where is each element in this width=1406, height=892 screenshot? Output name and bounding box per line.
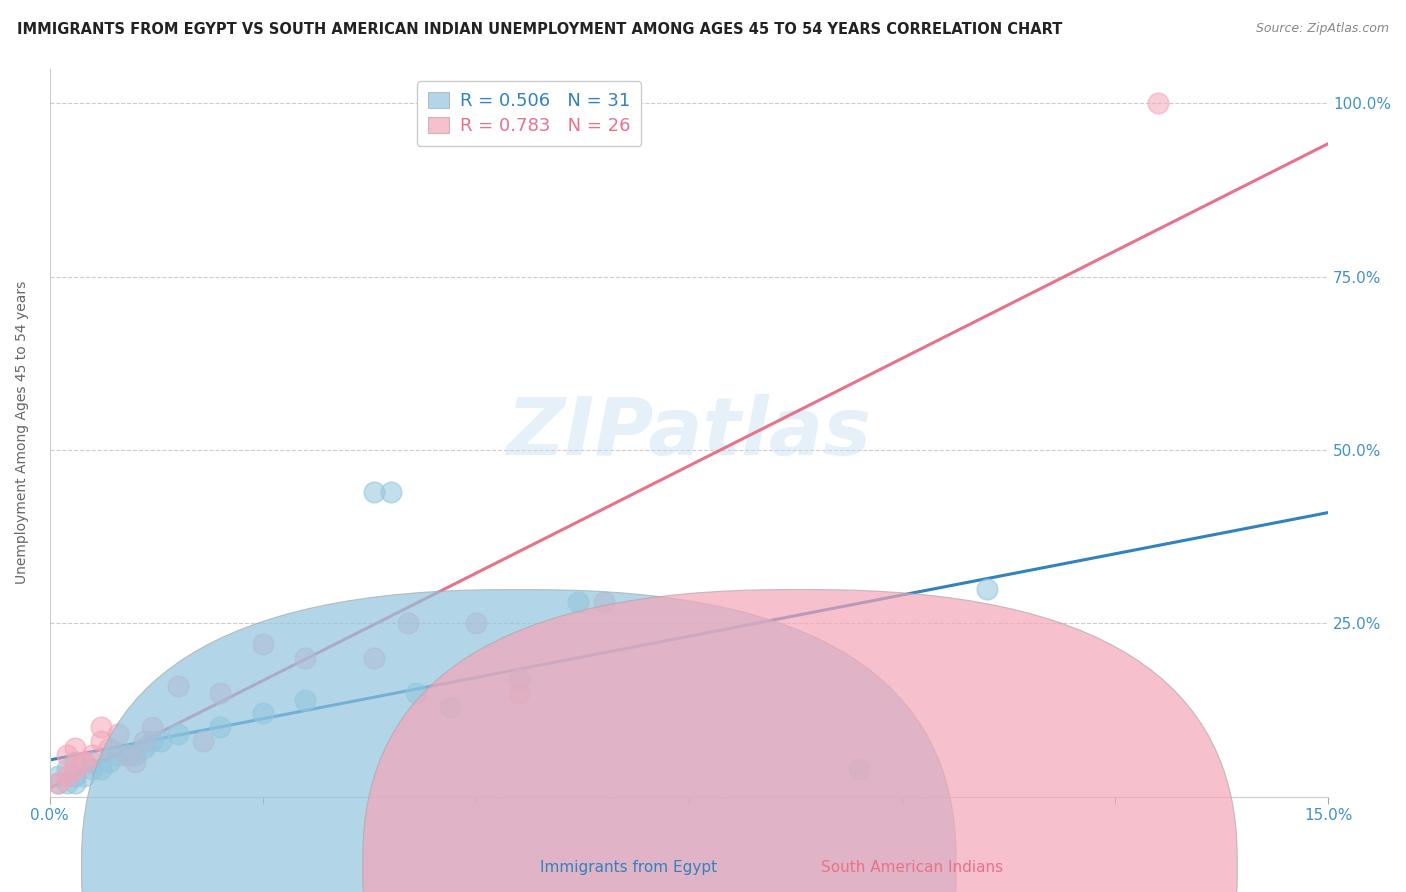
Point — [98, 755, 121, 769]
Point — [141, 734, 163, 748]
Point — [396, 616, 419, 631]
Point — [166, 679, 188, 693]
Point — [124, 755, 146, 769]
Point — [82, 762, 104, 776]
Point — [82, 747, 104, 762]
Y-axis label: Unemployment Among Ages 45 to 54 years: Unemployment Among Ages 45 to 54 years — [15, 281, 30, 584]
Text: Source: ZipAtlas.com: Source: ZipAtlas.com — [1256, 22, 1389, 36]
Point — [90, 734, 112, 748]
Point — [252, 637, 274, 651]
Point — [141, 720, 163, 734]
Point — [115, 747, 138, 762]
Point — [56, 776, 79, 790]
Point — [1146, 96, 1168, 111]
Point — [73, 755, 96, 769]
Point — [65, 741, 87, 756]
Point — [56, 769, 79, 783]
Point — [98, 741, 121, 756]
Point — [567, 595, 589, 609]
Point — [848, 762, 870, 776]
Text: Immigrants from Egypt: Immigrants from Egypt — [540, 861, 717, 875]
Point — [82, 755, 104, 769]
Point — [976, 582, 998, 596]
Point — [439, 699, 461, 714]
Point — [73, 769, 96, 783]
Point — [193, 734, 215, 748]
Point — [166, 727, 188, 741]
Point — [65, 755, 87, 769]
Point — [65, 776, 87, 790]
Text: South American Indians: South American Indians — [821, 861, 1004, 875]
Point — [65, 769, 87, 783]
Point — [48, 776, 70, 790]
Point — [149, 734, 172, 748]
Point — [56, 747, 79, 762]
Point — [115, 747, 138, 762]
Point — [363, 484, 385, 499]
Point — [252, 706, 274, 721]
Point — [209, 720, 232, 734]
Point — [508, 686, 530, 700]
Point — [592, 595, 614, 609]
Point — [107, 747, 129, 762]
Point — [107, 727, 129, 741]
Point — [90, 762, 112, 776]
Point — [90, 720, 112, 734]
Point — [209, 686, 232, 700]
Point — [294, 651, 316, 665]
Point — [48, 769, 70, 783]
Point — [132, 741, 155, 756]
Legend: R = 0.506   N = 31, R = 0.783   N = 26: R = 0.506 N = 31, R = 0.783 N = 26 — [416, 81, 641, 145]
Text: IMMIGRANTS FROM EGYPT VS SOUTH AMERICAN INDIAN UNEMPLOYMENT AMONG AGES 45 TO 54 : IMMIGRANTS FROM EGYPT VS SOUTH AMERICAN … — [17, 22, 1063, 37]
Point — [48, 776, 70, 790]
Point — [405, 686, 427, 700]
Point — [465, 616, 488, 631]
Point — [65, 762, 87, 776]
Text: ZIPatlas: ZIPatlas — [506, 393, 872, 472]
Point — [132, 734, 155, 748]
Point — [363, 651, 385, 665]
Point — [124, 747, 146, 762]
Point — [380, 484, 402, 499]
Point — [56, 762, 79, 776]
Point — [508, 672, 530, 686]
Point — [294, 692, 316, 706]
Point — [73, 755, 96, 769]
